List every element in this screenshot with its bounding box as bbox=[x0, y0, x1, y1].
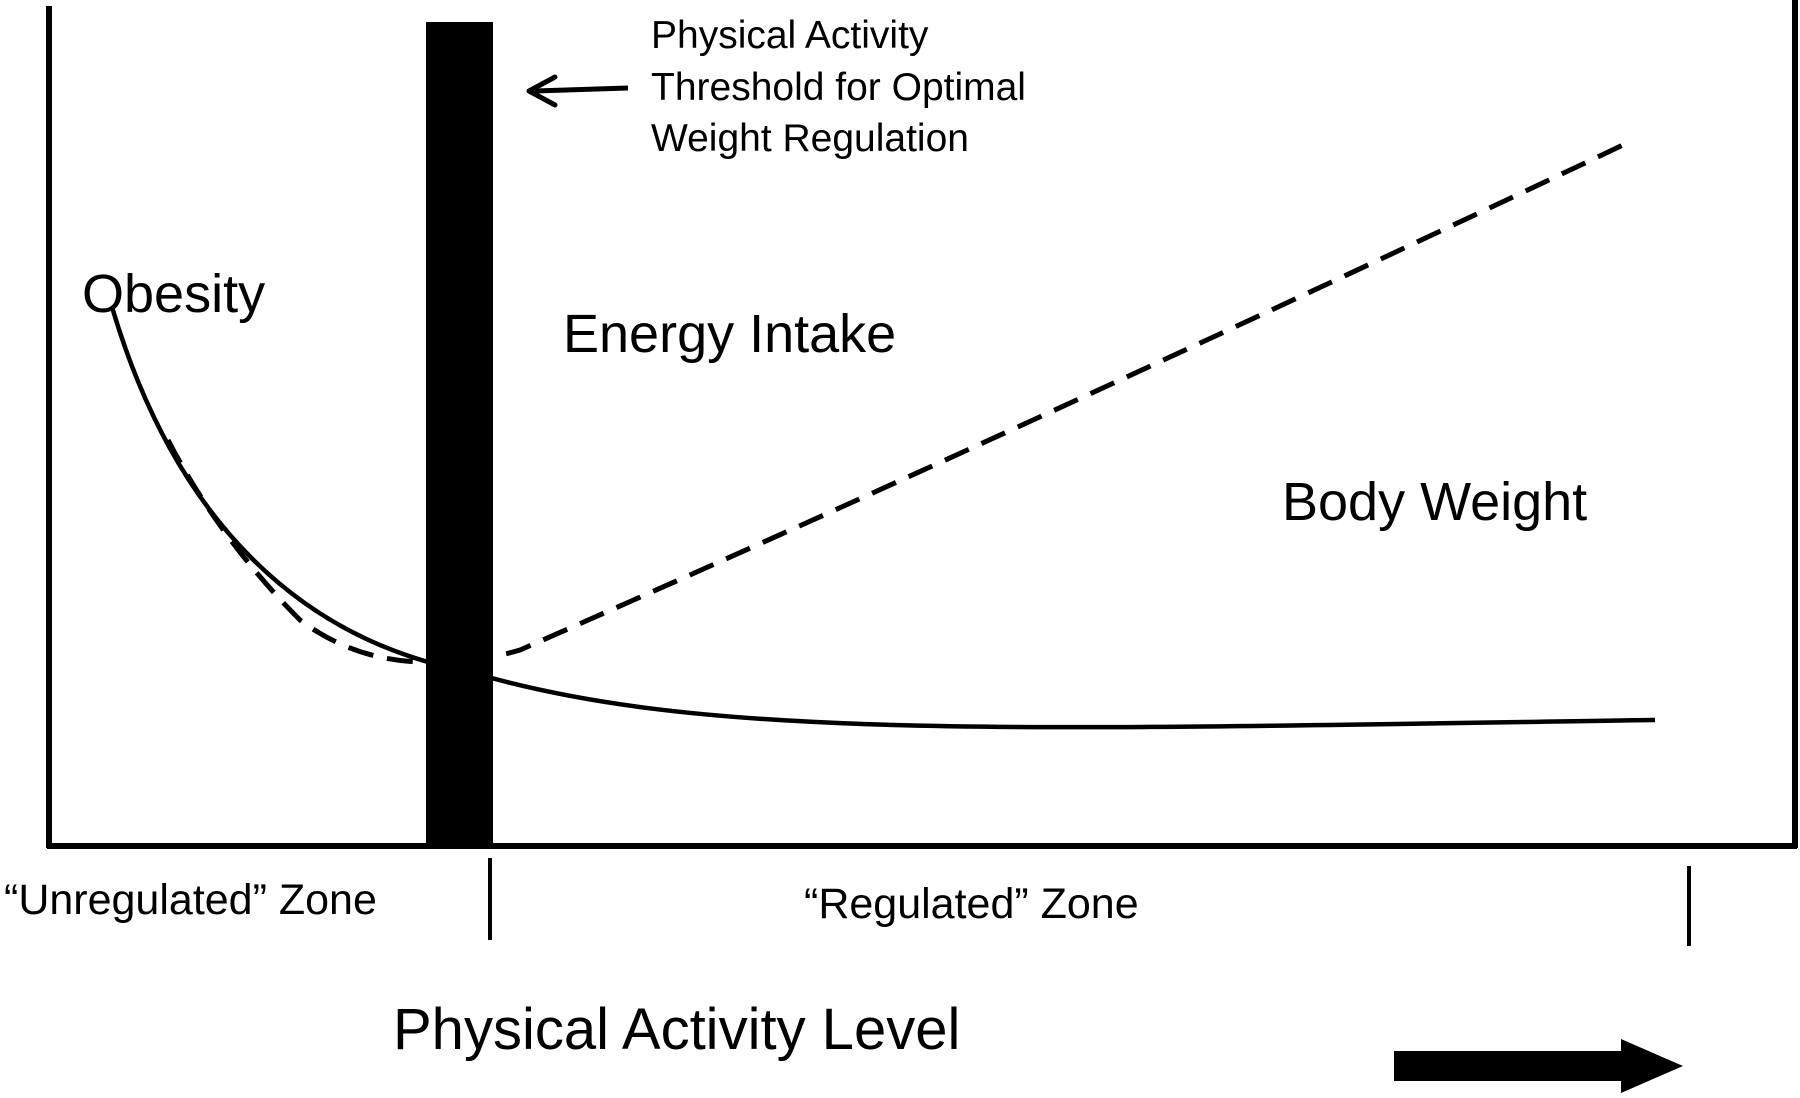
threshold-bar bbox=[426, 22, 493, 846]
arrow-left-icon bbox=[526, 74, 629, 108]
energy-intake-label: Energy Intake bbox=[563, 304, 896, 364]
threshold-label-line-2: Threshold for Optimal bbox=[651, 66, 1026, 109]
regulated-zone-label: “Regulated” Zone bbox=[804, 880, 1139, 928]
body-weight-label: Body Weight bbox=[1282, 472, 1587, 532]
energy-intake-curve bbox=[165, 142, 1625, 665]
unregulated-zone-label: “Unregulated” Zone bbox=[4, 876, 377, 924]
body-weight-curve bbox=[109, 306, 1656, 730]
obesity-label: Obesity bbox=[82, 264, 265, 324]
x-axis-label: Physical Activity Level bbox=[393, 997, 960, 1062]
threshold-label-line-1: Physical Activity bbox=[651, 14, 929, 57]
threshold-label-line-3: Weight Regulation bbox=[651, 117, 969, 160]
arrow-right-icon bbox=[1394, 1039, 1683, 1093]
